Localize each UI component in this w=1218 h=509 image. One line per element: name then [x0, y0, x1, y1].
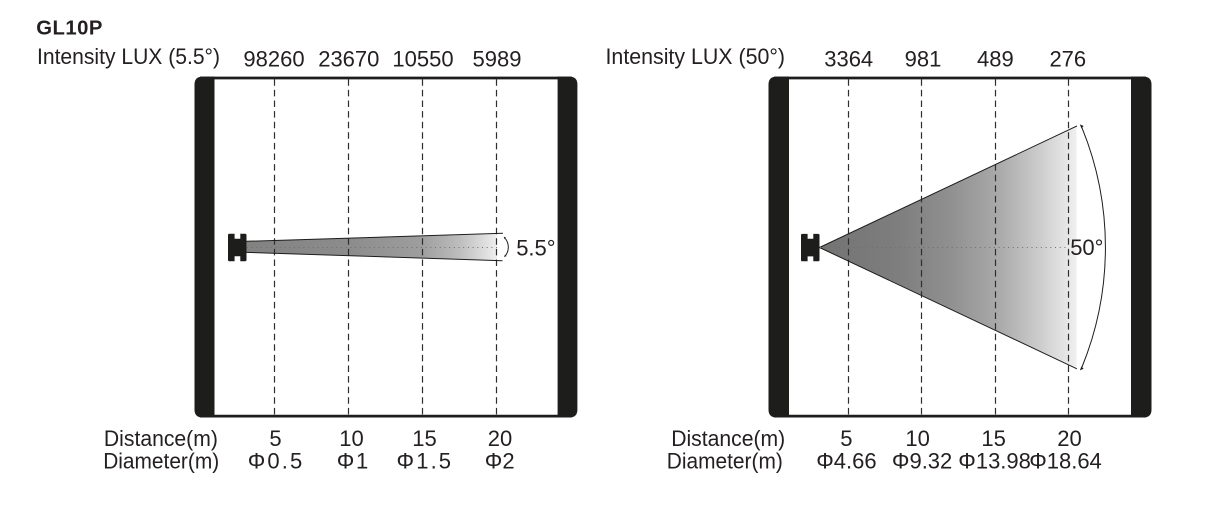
svg-text:20: 20 [1057, 426, 1081, 451]
svg-text:10550: 10550 [392, 47, 453, 72]
svg-text:15: 15 [981, 426, 1005, 451]
svg-text:5: 5 [840, 426, 852, 451]
svg-text:23670: 23670 [318, 47, 379, 72]
svg-text:Diameter(m): Diameter(m) [667, 449, 783, 474]
svg-text:Diameter(m): Diameter(m) [103, 449, 219, 474]
svg-text:Φ2: Φ2 [485, 449, 515, 474]
svg-text:98260: 98260 [243, 47, 304, 72]
svg-text:Intensity LUX (50°): Intensity LUX (50°) [606, 44, 786, 69]
svg-text:Distance(m): Distance(m) [671, 426, 785, 451]
svg-text:Intensity LUX (5.5°): Intensity LUX (5.5°) [37, 44, 220, 69]
svg-text:Φ1: Φ1 [337, 449, 369, 474]
svg-text:15: 15 [412, 426, 436, 451]
svg-text:489: 489 [977, 46, 1014, 71]
svg-text:5: 5 [269, 426, 281, 451]
svg-text:Φ18.64: Φ18.64 [1029, 449, 1102, 474]
svg-text:Φ9.32: Φ9.32 [892, 449, 952, 474]
svg-text:3364: 3364 [824, 46, 873, 71]
svg-text:10: 10 [905, 426, 929, 451]
svg-text:Φ0.5: Φ0.5 [248, 449, 303, 474]
svg-text:Φ4.66: Φ4.66 [816, 449, 876, 474]
svg-text:GL10P: GL10P [36, 18, 103, 40]
svg-text:Φ13.98: Φ13.98 [958, 449, 1031, 474]
svg-text:50°: 50° [1070, 235, 1103, 260]
svg-text:10: 10 [339, 426, 363, 451]
svg-text:Φ1.5: Φ1.5 [397, 449, 452, 474]
svg-text:5.5°: 5.5° [516, 235, 555, 260]
svg-text:5989: 5989 [473, 47, 522, 72]
svg-text:276: 276 [1049, 46, 1086, 71]
svg-text:Distance(m): Distance(m) [104, 426, 218, 451]
svg-text:20: 20 [488, 426, 512, 451]
svg-text:981: 981 [905, 46, 942, 71]
